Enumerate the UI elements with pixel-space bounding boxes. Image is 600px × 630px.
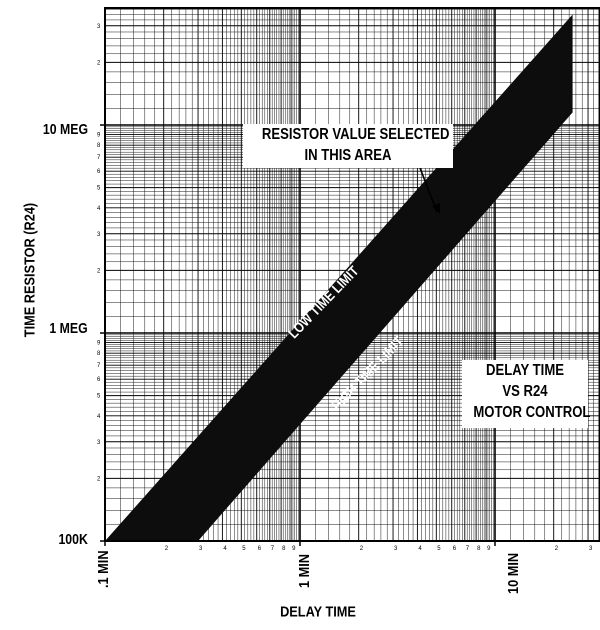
x-tick-label-0-1-min: .1 MIN xyxy=(95,550,112,588)
resistor-value-band xyxy=(105,14,573,541)
y-minor-number: 7 xyxy=(97,363,101,369)
y-minor-number: 6 xyxy=(97,169,101,175)
x-minor-number: 2 xyxy=(555,546,559,552)
x-minor-number: 4 xyxy=(418,546,422,552)
x-minor-number: 5 xyxy=(242,546,246,552)
y-minor-number: 7 xyxy=(97,155,101,161)
x-minor-number: 5 xyxy=(437,546,441,552)
title-line-2: VS R24 xyxy=(502,383,548,400)
x-minor-number: 3 xyxy=(589,546,593,552)
y-minor-number: 6 xyxy=(97,377,101,383)
x-minor-number: 2 xyxy=(360,546,364,552)
title-line-3: MOTOR CONTROL xyxy=(473,404,591,421)
annotation-arrowhead xyxy=(432,203,440,214)
x-minor-number: 4 xyxy=(223,546,227,552)
chart-title-box: DELAY TIME VS R24 MOTOR CONTROL xyxy=(462,360,591,428)
y-minor-number: 4 xyxy=(97,414,101,420)
y-minor-number: 8 xyxy=(97,143,101,149)
annotation-line-2: IN THIS AREA xyxy=(304,147,392,164)
y-minor-number: 2 xyxy=(97,476,101,482)
x-minor-number: 3 xyxy=(394,546,398,552)
x-minor-number: 6 xyxy=(453,546,457,552)
y-minor-number: 5 xyxy=(97,186,101,192)
x-minor-number: 9 xyxy=(292,546,296,552)
x-minor-number: 9 xyxy=(487,546,491,552)
y-minor-number: 2 xyxy=(97,268,101,274)
y-minor-number: 9 xyxy=(97,341,101,347)
x-tick-label-10-min: 10 MIN xyxy=(505,552,522,594)
x-tick-label-1-min: 1 MIN xyxy=(296,553,313,588)
y-minor-number: 3 xyxy=(97,24,101,30)
x-minor-number: 3 xyxy=(199,546,203,552)
x-axis-title: DELAY TIME xyxy=(280,603,356,621)
annotation-arrow xyxy=(419,167,438,213)
y-minor-number: 9 xyxy=(97,133,101,139)
x-minor-number: 6 xyxy=(258,546,262,552)
y-minor-number: 5 xyxy=(97,394,101,400)
x-minor-number: 8 xyxy=(477,546,481,552)
x-minor-number: 8 xyxy=(282,546,286,552)
y-minor-number: 3 xyxy=(97,440,101,446)
title-line-1: DELAY TIME xyxy=(485,362,565,379)
y-axis-title: TIME RESISTOR (R24) xyxy=(21,202,39,338)
plot-frame xyxy=(104,7,600,542)
x-minor-number: 7 xyxy=(466,546,470,552)
y-minor-number: 4 xyxy=(97,206,101,212)
y-tick-label-10meg: 10 MEG xyxy=(42,121,88,138)
y-tick-label-100k: 100K xyxy=(58,531,88,548)
y-minor-number: 3 xyxy=(97,232,101,238)
y-tick-label-1meg: 1 MEG xyxy=(49,320,88,337)
x-minor-number: 7 xyxy=(271,546,275,552)
x-minor-number: 2 xyxy=(165,546,169,552)
y-minor-number: 8 xyxy=(97,351,101,357)
annotation-box: RESISTOR VALUE SELECTED IN THIS AREA xyxy=(243,124,453,168)
annotation-line-1: RESISTOR VALUE SELECTED xyxy=(261,126,450,143)
y-minor-number: 2 xyxy=(97,60,101,66)
